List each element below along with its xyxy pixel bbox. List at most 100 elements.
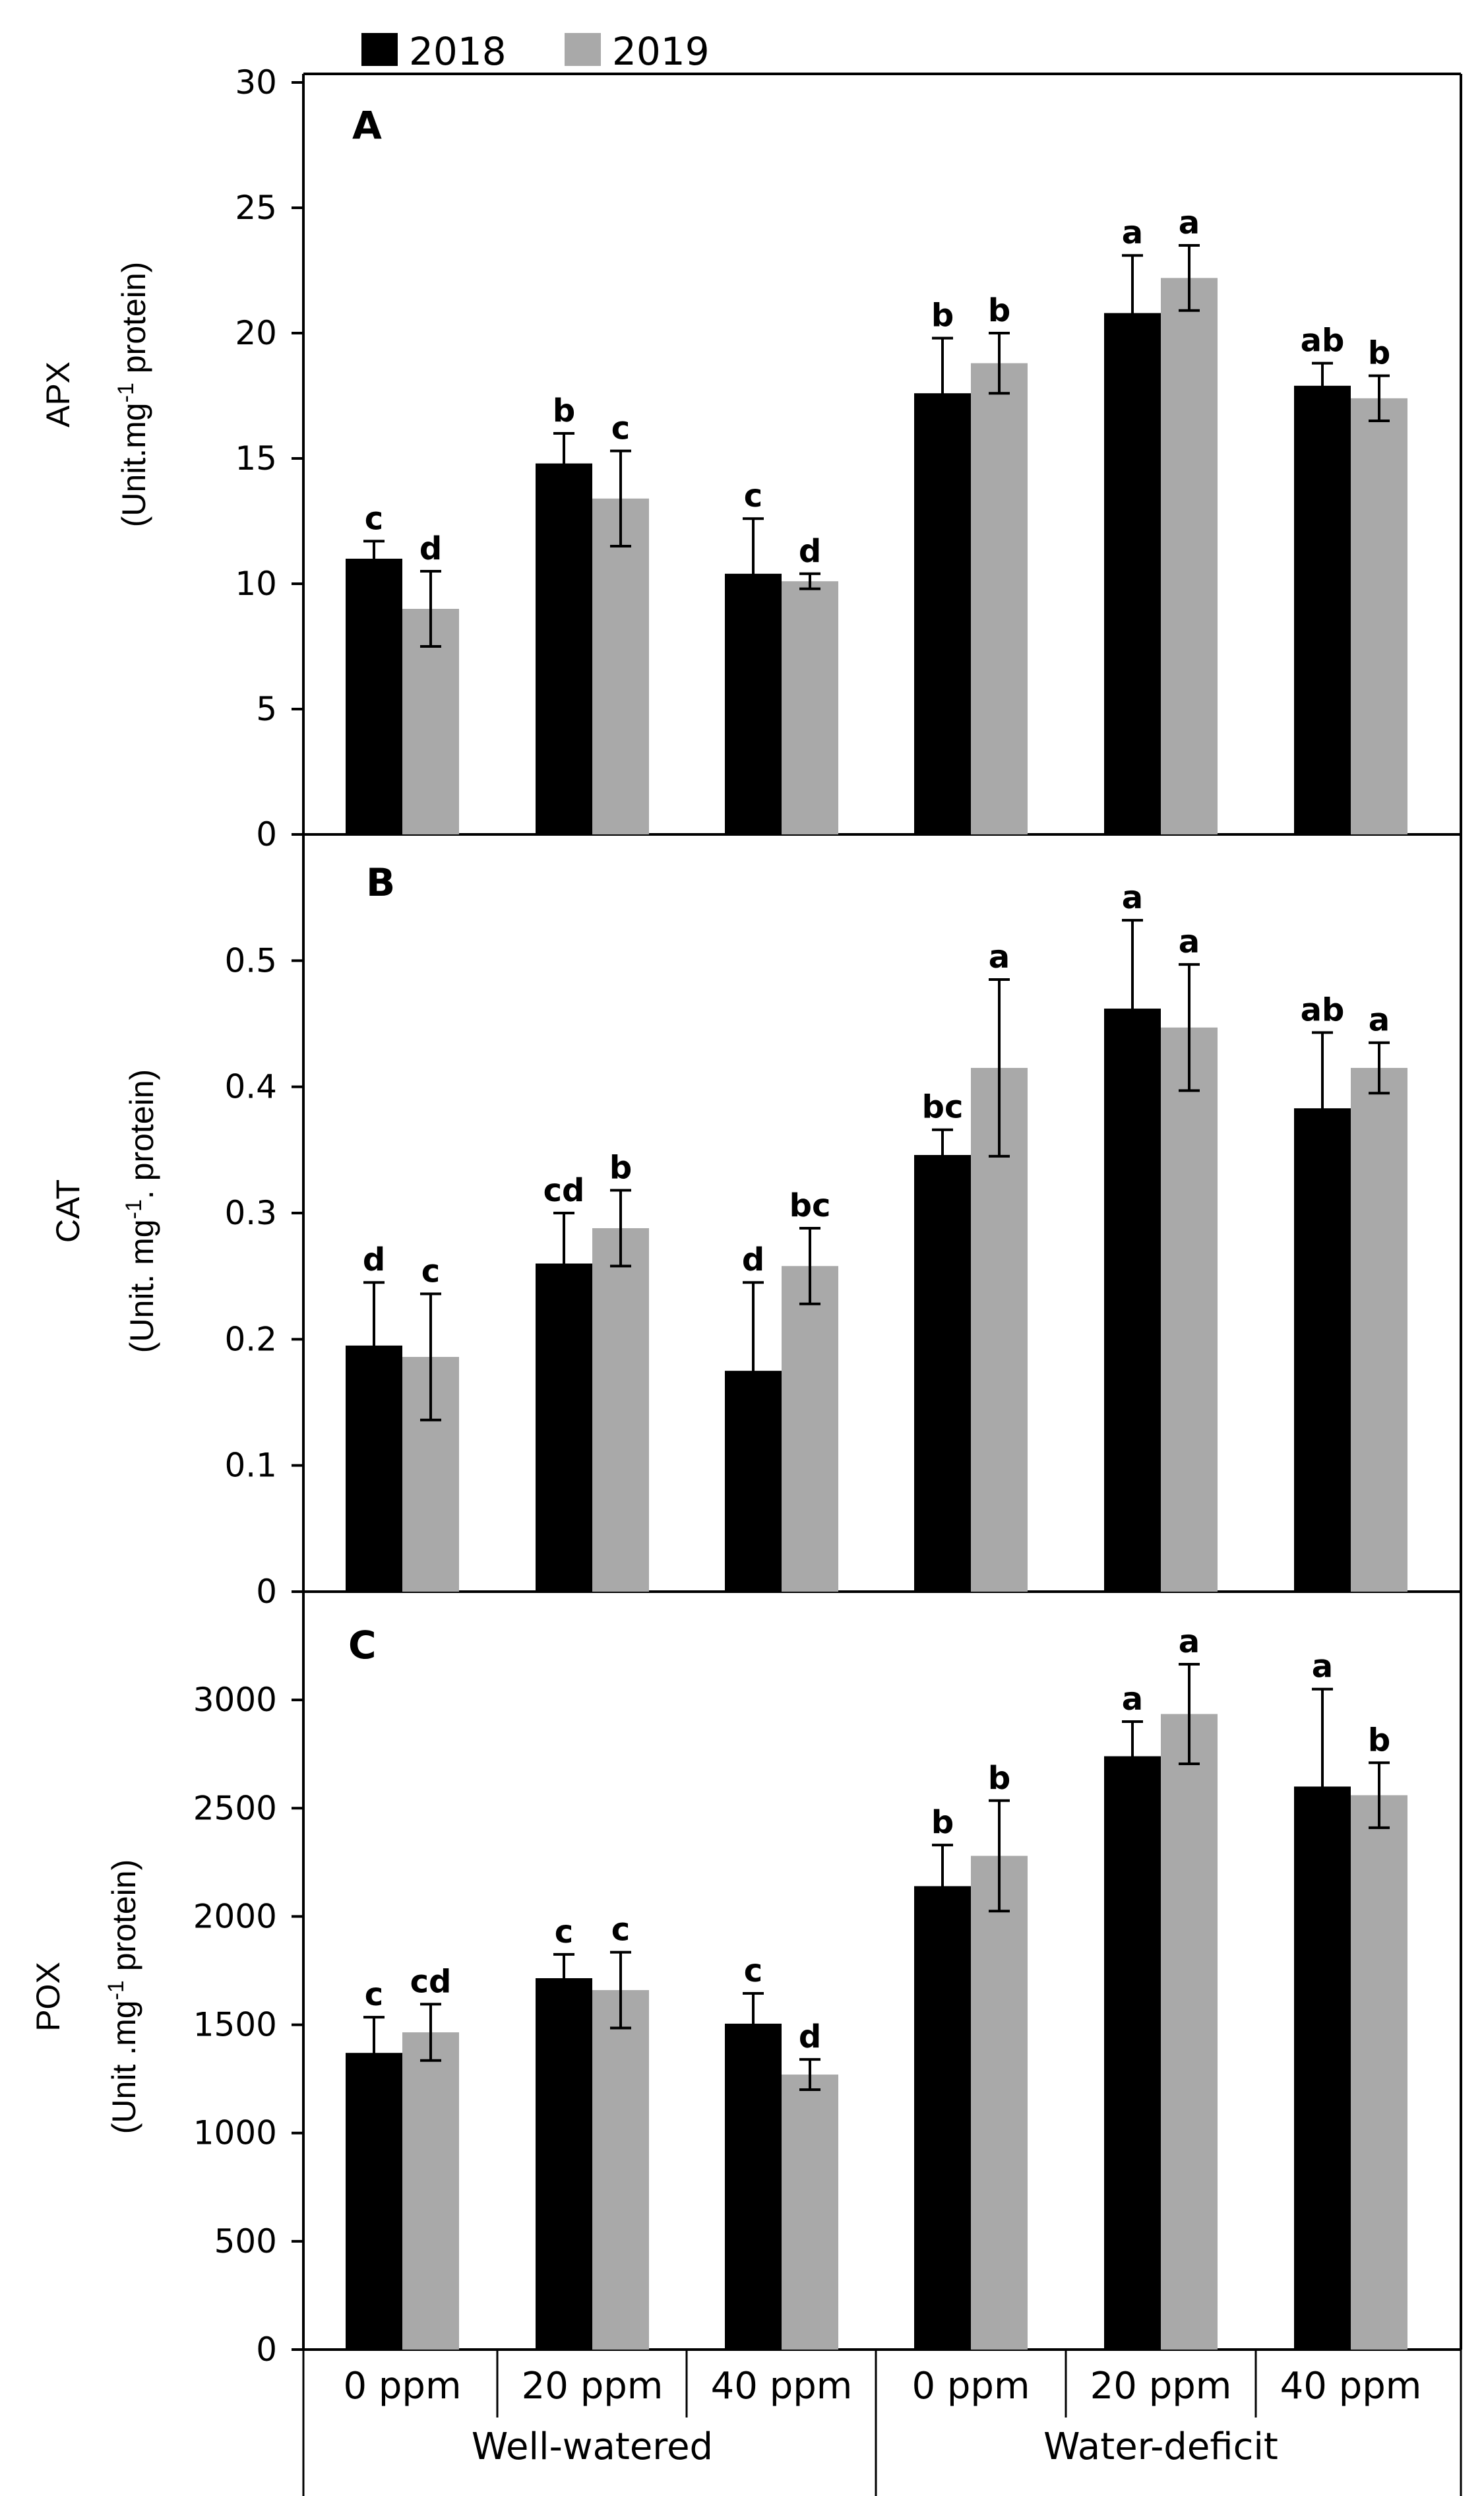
panel-c-letter: C [348, 1623, 377, 1668]
bar-a-2018 [536, 463, 592, 834]
bar-c-2019 [402, 2032, 459, 2350]
significance-letter-c: c [365, 1976, 383, 2013]
bar-c-2018 [725, 2023, 782, 2350]
category-label-deficit-40ppm: 40 ppm [1280, 2365, 1422, 2408]
category-label-well-20ppm: 20 ppm [522, 2365, 664, 2408]
panel-c-ylabel: POX (Unit .mg-1 protein) [30, 1859, 142, 2134]
panel-c-ytick-label: 1500 [193, 2006, 277, 2044]
significance-letter-a: d [799, 533, 821, 570]
bar-a-2019 [1161, 278, 1218, 834]
significance-letter-c: d [799, 2018, 821, 2055]
significance-letter-b: bc [922, 1089, 964, 1126]
bar-b-2018 [914, 1154, 971, 1592]
significance-letter-b: ab [1301, 991, 1345, 1028]
panel-c-ytick-label: 2500 [193, 1789, 277, 1827]
significance-letter-b: cd [543, 1172, 585, 1209]
panel-a-ytick-label: 10 [235, 565, 277, 603]
significance-letter-a: c [365, 500, 383, 537]
panel-a-ytick-label: 0 [256, 815, 277, 854]
significance-letter-a: b [553, 392, 575, 429]
significance-letter-a: b [988, 292, 1010, 329]
bar-b-2019 [1161, 1027, 1218, 1592]
panel-c-ytick-label: 3000 [193, 1681, 277, 1719]
legend: 2018 2019 [361, 29, 710, 74]
significance-letter-c: c [555, 1914, 573, 1950]
significance-letter-a: ab [1301, 323, 1345, 359]
panel-c-ylabel-unit: (Unit .mg-1 protein) [104, 1859, 142, 2134]
panel-b-letter: B [366, 860, 395, 905]
significance-letter-b: b [609, 1150, 632, 1187]
panel-b-ytick-label: 0 [256, 1573, 277, 1611]
panel-a-ytick-label: 20 [235, 314, 277, 352]
significance-letter-a: a [1122, 214, 1143, 251]
significance-letter-c: a [1312, 1648, 1333, 1685]
panel-b-ylabel-title: CAT [49, 1179, 86, 1243]
bar-c-2018 [1104, 1756, 1161, 2350]
legend-swatch-2018 [361, 33, 398, 66]
significance-letter-a: b [1368, 335, 1390, 372]
significance-letter-c: c [744, 1952, 762, 1989]
group-label-well-watered: Well-watered [472, 2425, 713, 2468]
panel-b-ylabel-unit: (Unit. mg-1. protein) [121, 1069, 160, 1353]
significance-letter-c: c [611, 1912, 630, 1949]
significance-letter-c: b [931, 1804, 954, 1841]
category-axis: 0 ppm 20 ppm 40 ppm 0 ppm 20 ppm 40 ppm … [343, 2365, 1421, 2468]
bar-c-2019 [782, 2075, 838, 2350]
bar-b-2018 [1104, 1009, 1161, 1592]
panel-a-ylabel: APX (Unit.mg-1 protein) [40, 262, 152, 528]
bar-c-2019 [1351, 1795, 1407, 2350]
bar-b-2018 [1294, 1108, 1351, 1592]
significance-letter-b: c [421, 1253, 440, 1290]
panel-b-ylabel: CAT (Unit. mg-1. protein) [49, 1069, 160, 1353]
bar-a-2018 [346, 559, 402, 834]
panel-c-ytick-label: 1000 [193, 2114, 277, 2152]
bar-c-2018 [536, 1978, 592, 2350]
significance-letter-b: a [1369, 1002, 1390, 1039]
bar-c-2019 [1161, 1714, 1218, 2350]
panel-b-ytick-label: 0.5 [224, 941, 277, 980]
legend-swatch-2019 [565, 33, 601, 66]
panel-a-ytick-label: 15 [235, 439, 277, 478]
group-label-water-deficit: Water-deficit [1043, 2425, 1278, 2468]
significance-letter-b: d [742, 1241, 764, 1278]
significance-letter-a: c [611, 410, 630, 447]
panel-b-ytick-label: 0.2 [224, 1320, 277, 1358]
legend-label-2018: 2018 [409, 29, 507, 74]
panel-b-ytick-label: 0.4 [224, 1068, 277, 1106]
bar-b-2019 [592, 1228, 649, 1592]
legend-label-2019: 2019 [612, 29, 710, 74]
bar-a-2018 [1294, 385, 1351, 834]
panel-a-ytick-label: 5 [256, 690, 277, 728]
bar-c-2018 [914, 1886, 971, 2350]
significance-letter-a: c [744, 478, 762, 515]
bar-c-2018 [346, 2053, 402, 2350]
bar-b-2019 [782, 1266, 838, 1592]
bar-b-2019 [1351, 1067, 1407, 1592]
panel-c-ytick-label: 0 [256, 2330, 277, 2369]
bar-a-2019 [971, 363, 1028, 834]
chart-marks: 051015202530cbcbaabdcdbab00.10.20.30.40.… [193, 63, 1462, 2496]
significance-letter-b: a [1122, 879, 1143, 916]
bar-a-2019 [1351, 398, 1407, 834]
significance-letter-c: b [988, 1760, 1010, 1797]
panel-a-ylabel-title: APX [40, 361, 77, 427]
panel-b-ytick-label: 0.1 [224, 1447, 277, 1485]
category-label-well-40ppm: 40 ppm [711, 2365, 853, 2408]
significance-letter-c: a [1122, 1681, 1143, 1718]
panel-c-ylabel-title: POX [30, 1962, 67, 2032]
bar-a-2019 [592, 498, 649, 834]
panel-a-ytick-label: 30 [235, 63, 277, 102]
significance-letter-c: a [1179, 1623, 1200, 1660]
bar-c-2019 [592, 1990, 649, 2350]
category-label-deficit-0ppm: 0 ppm [912, 2365, 1030, 2408]
significance-letter-a: b [931, 297, 954, 334]
significance-letter-a: d [419, 530, 442, 567]
bar-a-2018 [914, 393, 971, 834]
bar-b-2018 [536, 1263, 592, 1592]
significance-letter-a: a [1179, 204, 1200, 241]
category-label-well-0ppm: 0 ppm [343, 2365, 461, 2408]
panel-c-ytick-label: 500 [214, 2222, 277, 2261]
significance-letter-c: cd [410, 1963, 452, 2000]
